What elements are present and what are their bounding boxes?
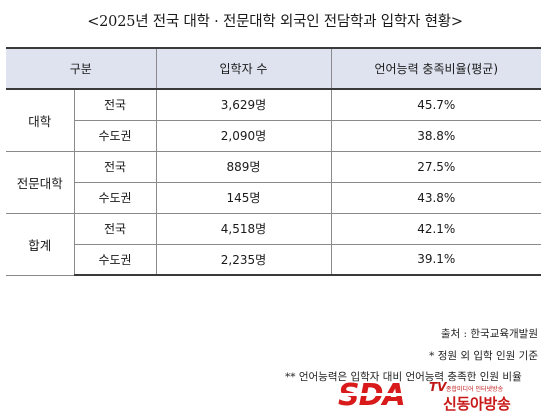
- language-rate-cell: 27.5%: [330, 150, 541, 183]
- region-cell: 수도권: [74, 181, 157, 214]
- admissions-cell: 3,629명: [155, 88, 332, 121]
- table-row: 대학 전국 3,629명 45.7%: [6, 88, 541, 152]
- header-group: 구분: [6, 47, 157, 90]
- logo-tagline: 종합미디어 인터넷방송: [446, 386, 504, 393]
- language-rate-cell: 42.1%: [330, 212, 541, 245]
- table-row: 합계 전국 4,518명 42.1%: [6, 212, 541, 276]
- region-cell: 수도권: [74, 119, 157, 152]
- group-label: 대학: [6, 88, 75, 152]
- region-cell: 수도권: [74, 243, 157, 276]
- region-cell: 전국: [73, 150, 157, 183]
- table-row: 수도권 2,235명 39.1%: [6, 243, 541, 276]
- region-cell: 전국: [73, 88, 157, 121]
- group-label: 전문대학: [6, 150, 75, 214]
- logo-name: 신동아방송: [443, 395, 511, 413]
- table-title: <2025년 전국 대학 · 전문대학 외국인 전담학과 입학자 현황>: [87, 14, 463, 30]
- logo-tv: TV: [429, 380, 447, 394]
- table-row: 수도권 145명 43.8%: [6, 181, 541, 214]
- admissions-table: 구분 입학자 수 언어능력 충족비율(평균) 대학 전국 3,629명 45.7…: [6, 47, 541, 276]
- header-language-rate: 언어능력 충족비율(평균): [330, 47, 541, 90]
- admissions-cell: 2,235명: [155, 243, 332, 276]
- language-rate-cell: 39.1%: [330, 243, 541, 276]
- admissions-cell: 889명: [155, 150, 332, 183]
- header-admissions: 입학자 수: [155, 47, 332, 90]
- admissions-cell: 145명: [155, 181, 332, 214]
- table-header-row: 구분 입학자 수 언어능력 충족비율(평균): [6, 47, 541, 90]
- group-label: 합계: [6, 212, 75, 276]
- source-note: 출처 : 한국교육개발원: [440, 328, 538, 340]
- language-rate-cell: 38.8%: [330, 119, 541, 152]
- admissions-cell: 4,518명: [155, 212, 332, 245]
- table-row: 전문대학 전국 889명 27.5%: [6, 150, 541, 214]
- logo-stripe: [338, 393, 430, 396]
- footnote-2: ** 언어능력은 입학자 대비 언어능력 충족한 인원 비율: [285, 371, 522, 383]
- broadcaster-logo: SDA TV 종합미디어 인터넷방송 신동아방송: [338, 378, 550, 416]
- admissions-cell: 2,090명: [155, 119, 332, 152]
- region-cell: 전국: [73, 212, 157, 245]
- footnote-1: * 정원 외 입학 인원 기준: [429, 350, 538, 362]
- language-rate-cell: 45.7%: [330, 88, 541, 121]
- language-rate-cell: 43.8%: [330, 181, 541, 214]
- table-row: 수도권 2,090명 38.8%: [6, 119, 541, 152]
